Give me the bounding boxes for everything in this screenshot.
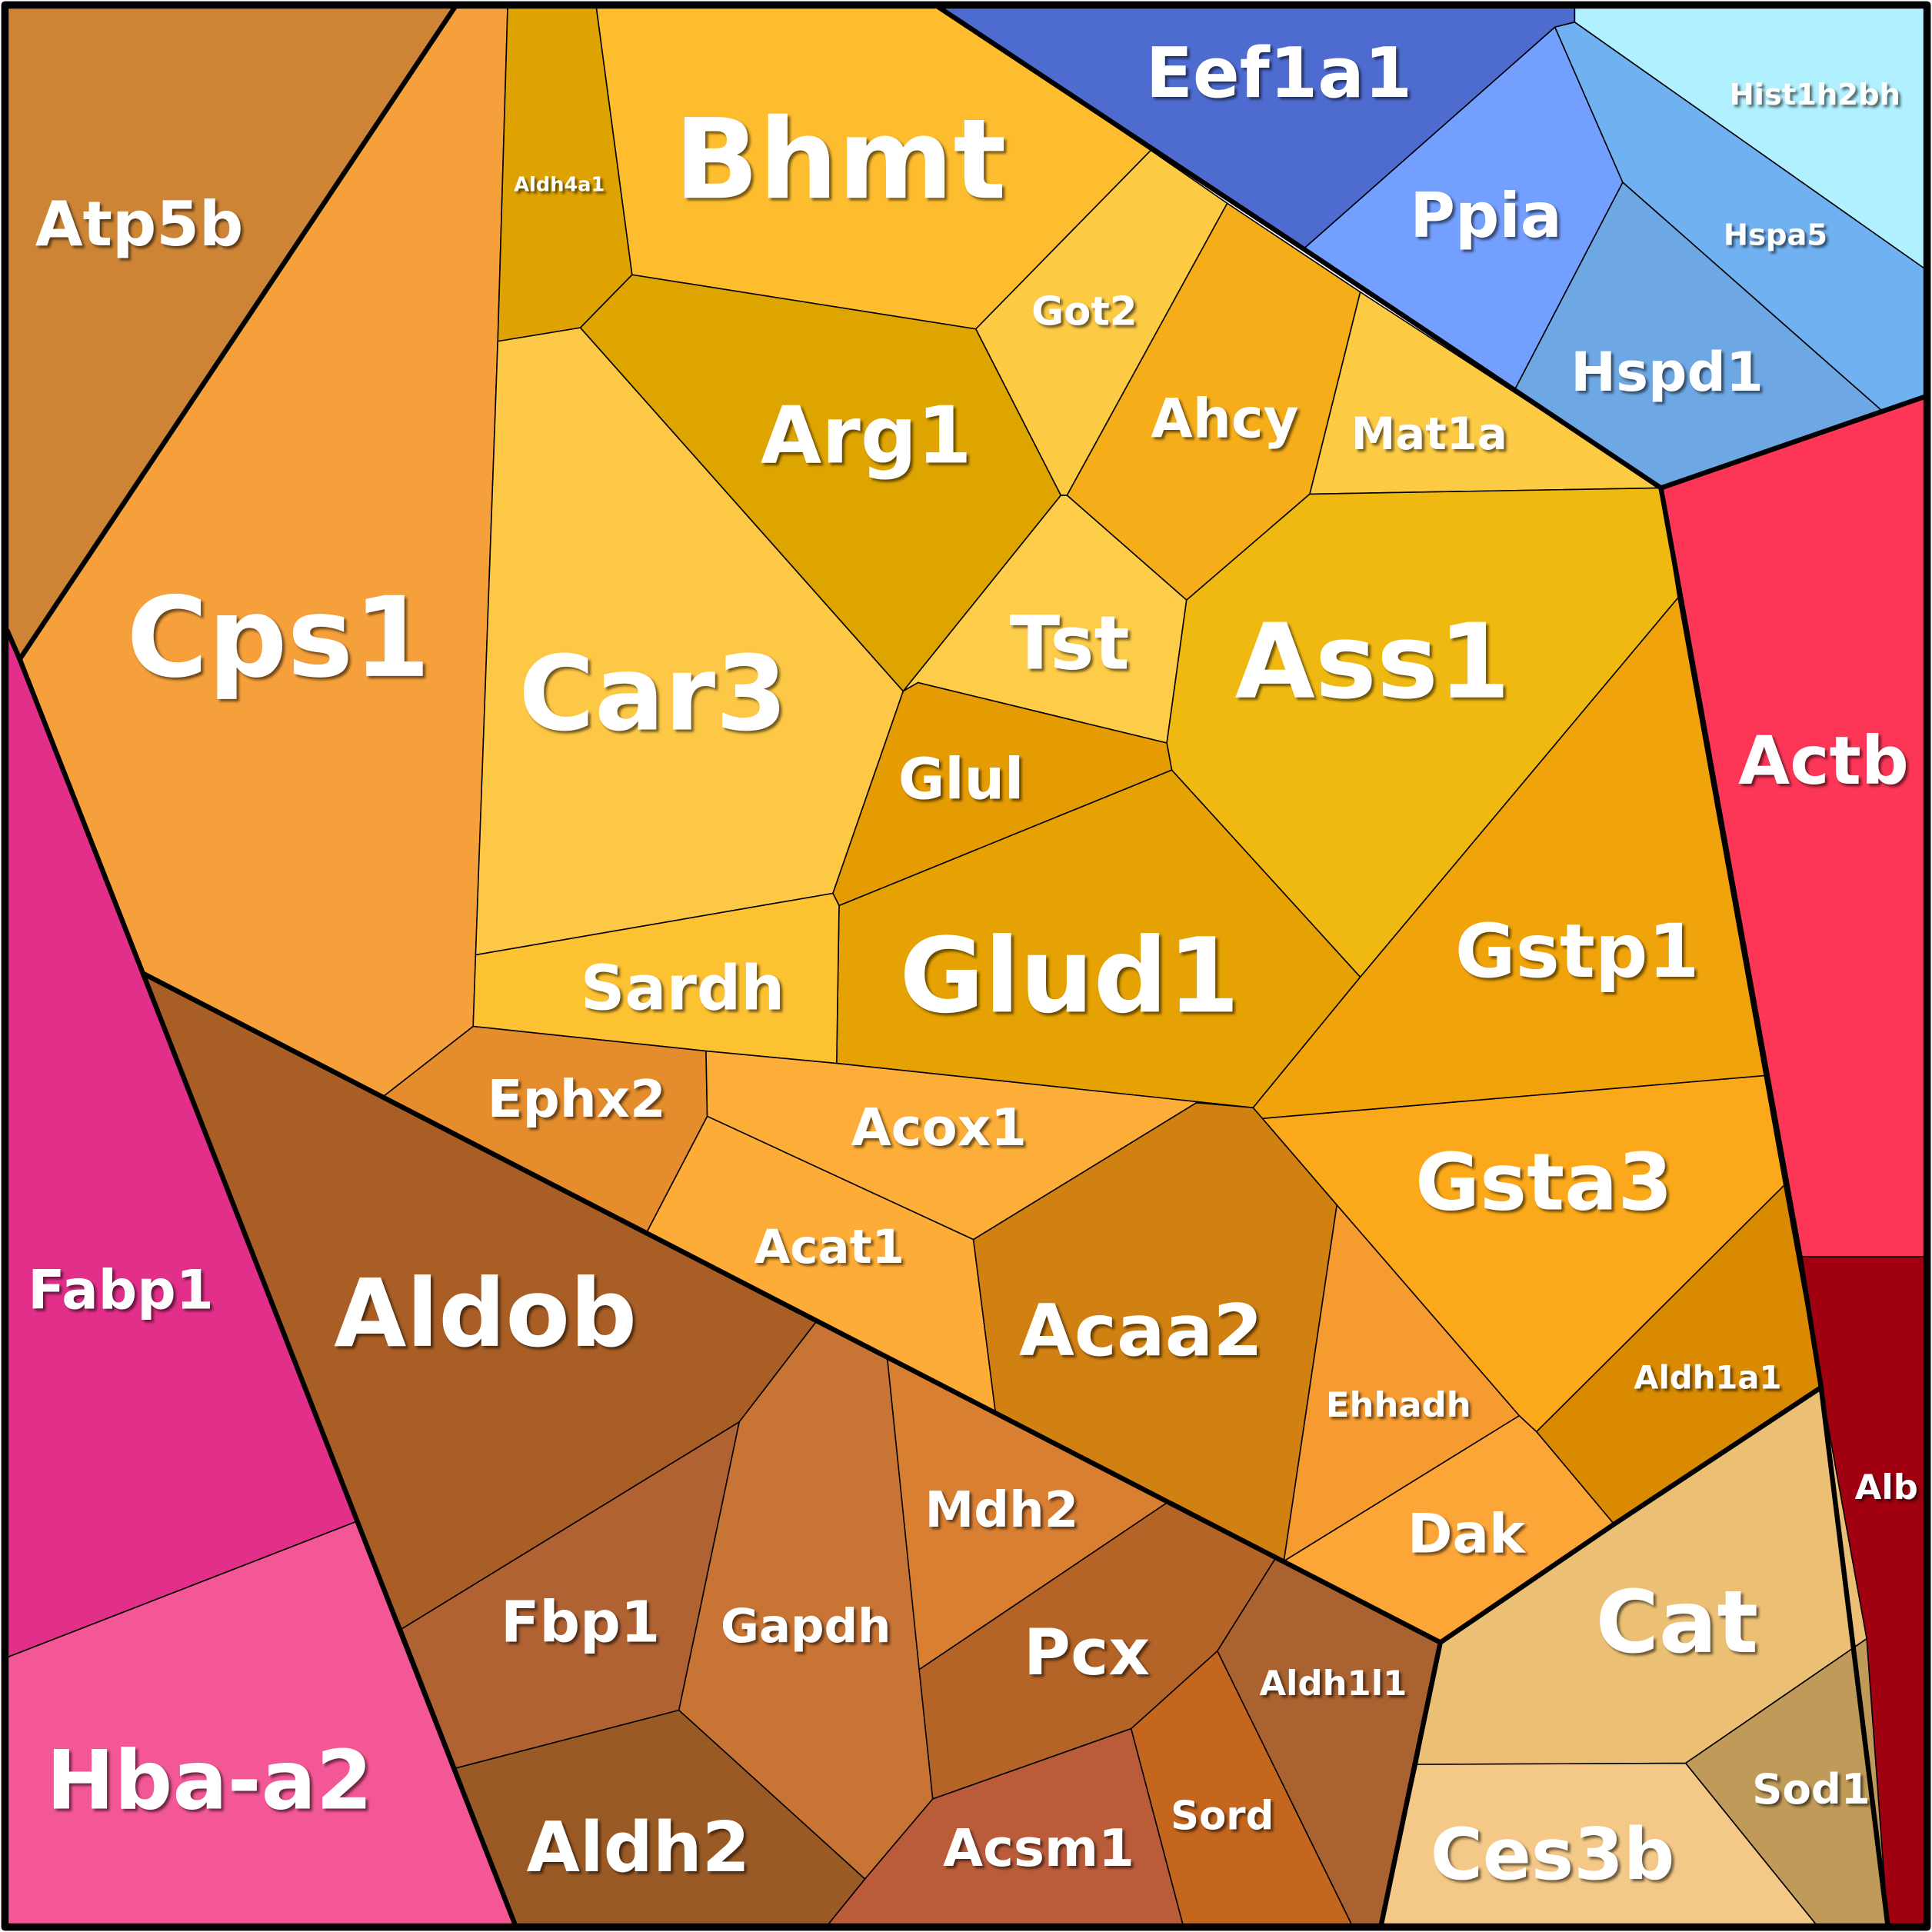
cell-label: Dak bbox=[1407, 1503, 1527, 1566]
cell-label: Bhmt bbox=[675, 95, 1007, 225]
cell-label: Arg1 bbox=[761, 391, 972, 482]
cell-label: Ahcy bbox=[1151, 388, 1298, 451]
cell-label: Glul bbox=[898, 748, 1024, 813]
cell-label: Gapdh bbox=[721, 1599, 891, 1654]
cell-label: Aldob bbox=[334, 1259, 637, 1368]
cell-label: Tst bbox=[1010, 600, 1130, 686]
cell-label: Ehhadh bbox=[1326, 1384, 1471, 1425]
cell-label: Sod1 bbox=[1752, 1764, 1870, 1814]
cell-label: Gsta3 bbox=[1415, 1137, 1673, 1228]
cell-label: Hba-a2 bbox=[46, 1733, 372, 1827]
cell-label: Aldh2 bbox=[527, 1808, 751, 1888]
cell-label: Glud1 bbox=[899, 915, 1239, 1036]
cell-label: Sord bbox=[1171, 1793, 1274, 1839]
cell-label: Acsm1 bbox=[943, 1818, 1134, 1878]
cell-label: Ces3b bbox=[1431, 1813, 1675, 1896]
cell-label: Sardh bbox=[581, 952, 785, 1024]
cell-label: Car3 bbox=[518, 633, 788, 754]
cell-label: Acox1 bbox=[851, 1098, 1027, 1158]
cell-label: Actb bbox=[1738, 723, 1909, 800]
cell-label: Acaa2 bbox=[1019, 1289, 1263, 1372]
cell-label: Aldh1l1 bbox=[1259, 1663, 1407, 1704]
cell-label: Aldh1a1 bbox=[1634, 1359, 1781, 1397]
cell-label: Hspa5 bbox=[1724, 218, 1827, 252]
cell-label: Ppia bbox=[1410, 180, 1562, 251]
group-border bbox=[936, 5, 1927, 491]
cell-label: Mat1a bbox=[1351, 408, 1507, 460]
cell-label: Hist1h2bh bbox=[1730, 78, 1900, 112]
cell-label: Got2 bbox=[1031, 288, 1137, 335]
cell-label: Gstp1 bbox=[1455, 908, 1700, 994]
cell-label: Cat bbox=[1596, 1573, 1759, 1673]
cell-label: Pcx bbox=[1024, 1615, 1150, 1690]
cell-label: Mdh2 bbox=[925, 1482, 1079, 1539]
cell-label: Fabp1 bbox=[28, 1258, 213, 1321]
cell-label: Fbp1 bbox=[501, 1590, 660, 1655]
labels: Atp5b Cps1 Fabp1 Hba-a2 Aldh4a1 Bhmt Arg1 Got2 A… bbox=[28, 34, 1918, 1896]
cell-label: Acat1 bbox=[754, 1220, 904, 1274]
cells bbox=[6, 6, 1926, 1926]
cell-label: Hspd1 bbox=[1571, 341, 1764, 404]
group-border bbox=[1437, 1384, 1824, 1645]
cell-label: Ass1 bbox=[1235, 601, 1511, 722]
group-border bbox=[1658, 485, 1890, 1927]
cell-label: Eef1a1 bbox=[1146, 34, 1413, 114]
cell-label: Atp5b bbox=[35, 188, 244, 260]
cell-label: Aldh4a1 bbox=[514, 173, 605, 196]
cell-label: Alb bbox=[1855, 1467, 1918, 1507]
cell-label: Ephx2 bbox=[488, 1069, 666, 1129]
cell-label: Cps1 bbox=[126, 574, 430, 703]
